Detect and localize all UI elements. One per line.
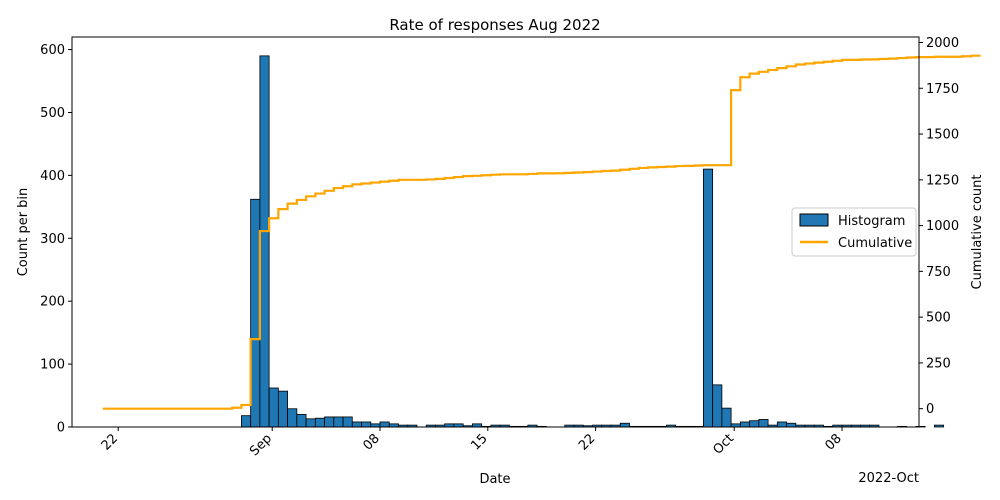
legend-histogram-label: Histogram: [838, 214, 905, 229]
y2-tick-label: 0: [926, 402, 934, 417]
histogram-bar: [268, 387, 279, 428]
histogram-bar: [721, 407, 732, 428]
histogram-bar: [324, 416, 335, 428]
histogram-bar: [712, 384, 723, 428]
histogram-bar: [786, 422, 797, 428]
x-tick-label: Sep: [247, 431, 275, 459]
histogram-bar: [739, 421, 750, 428]
y2-tick-label: 500: [926, 311, 951, 326]
y2-axis-label: Cumulative count: [970, 174, 985, 289]
x-tick-label: 15: [468, 431, 490, 453]
x-axis: 22 Sep 08 15 22 Oct 08: [99, 427, 845, 459]
histogram-bar: [287, 408, 298, 428]
histogram-bar: [379, 421, 390, 428]
histogram-bar: [776, 421, 787, 428]
histogram-bar: [240, 415, 252, 428]
y-tick-label: 0: [57, 421, 65, 436]
y2-tick-label: 1750: [926, 82, 959, 97]
cumulative-line: [102, 54, 981, 410]
histogram-bar: [305, 418, 316, 428]
legend-cumulative-label: Cumulative: [838, 236, 912, 251]
histogram-bar: [333, 416, 344, 428]
x-tick-label: 08: [823, 431, 845, 453]
chart-title: Rate of responses Aug 2022: [389, 16, 600, 34]
histogram-bar: [361, 421, 372, 428]
y2-tick-label: 1500: [926, 128, 959, 143]
x-tick-label: 22: [99, 431, 121, 453]
x-tick-label: 08: [361, 431, 383, 453]
y2-tick-label: 2000: [926, 36, 959, 51]
y-tick-label: 300: [40, 232, 65, 247]
histogram-bar: [758, 419, 769, 428]
legend-histogram-swatch: [799, 213, 829, 227]
y-tick-label: 600: [40, 43, 65, 58]
x-offset-label: 2022-Oct: [858, 471, 919, 486]
histogram-bar: [749, 420, 760, 428]
histogram-bar: [619, 422, 630, 428]
y-tick-label: 500: [40, 106, 65, 121]
histogram-bar: [351, 421, 362, 428]
histogram-bars: [240, 55, 945, 428]
x-tick-label: Oct: [711, 431, 738, 458]
histogram-bar: [314, 417, 325, 428]
y-tick-label: 100: [40, 358, 65, 373]
legend: Histogram Cumulative: [791, 207, 917, 257]
histogram-bar: [277, 390, 288, 428]
histogram-bar: [703, 168, 714, 428]
y-axis-left: 0 100 200 300 400 500 600: [40, 43, 72, 436]
x-tick-label: 22: [576, 431, 598, 453]
x-axis-label: Date: [479, 472, 510, 487]
histogram-bar: [296, 414, 307, 428]
plot-frame: [71, 36, 920, 428]
histogram-bar: [934, 424, 945, 428]
y2-tick-label: 250: [926, 356, 951, 371]
y2-tick-label: 1250: [926, 173, 959, 188]
cumulative-line-group: [102, 54, 981, 410]
y-tick-label: 200: [40, 295, 65, 310]
y-axis-label: Count per bin: [16, 188, 31, 277]
y2-tick-label: 1000: [926, 219, 959, 234]
histogram-bar: [259, 55, 270, 428]
y-axis-right: 0 250 500 750 1000 1250 1500 1750 2000: [919, 36, 959, 417]
y-tick-label: 400: [40, 169, 65, 184]
histogram-bar: [342, 416, 353, 428]
histogram-bar: [250, 198, 261, 428]
y2-tick-label: 750: [926, 265, 951, 280]
